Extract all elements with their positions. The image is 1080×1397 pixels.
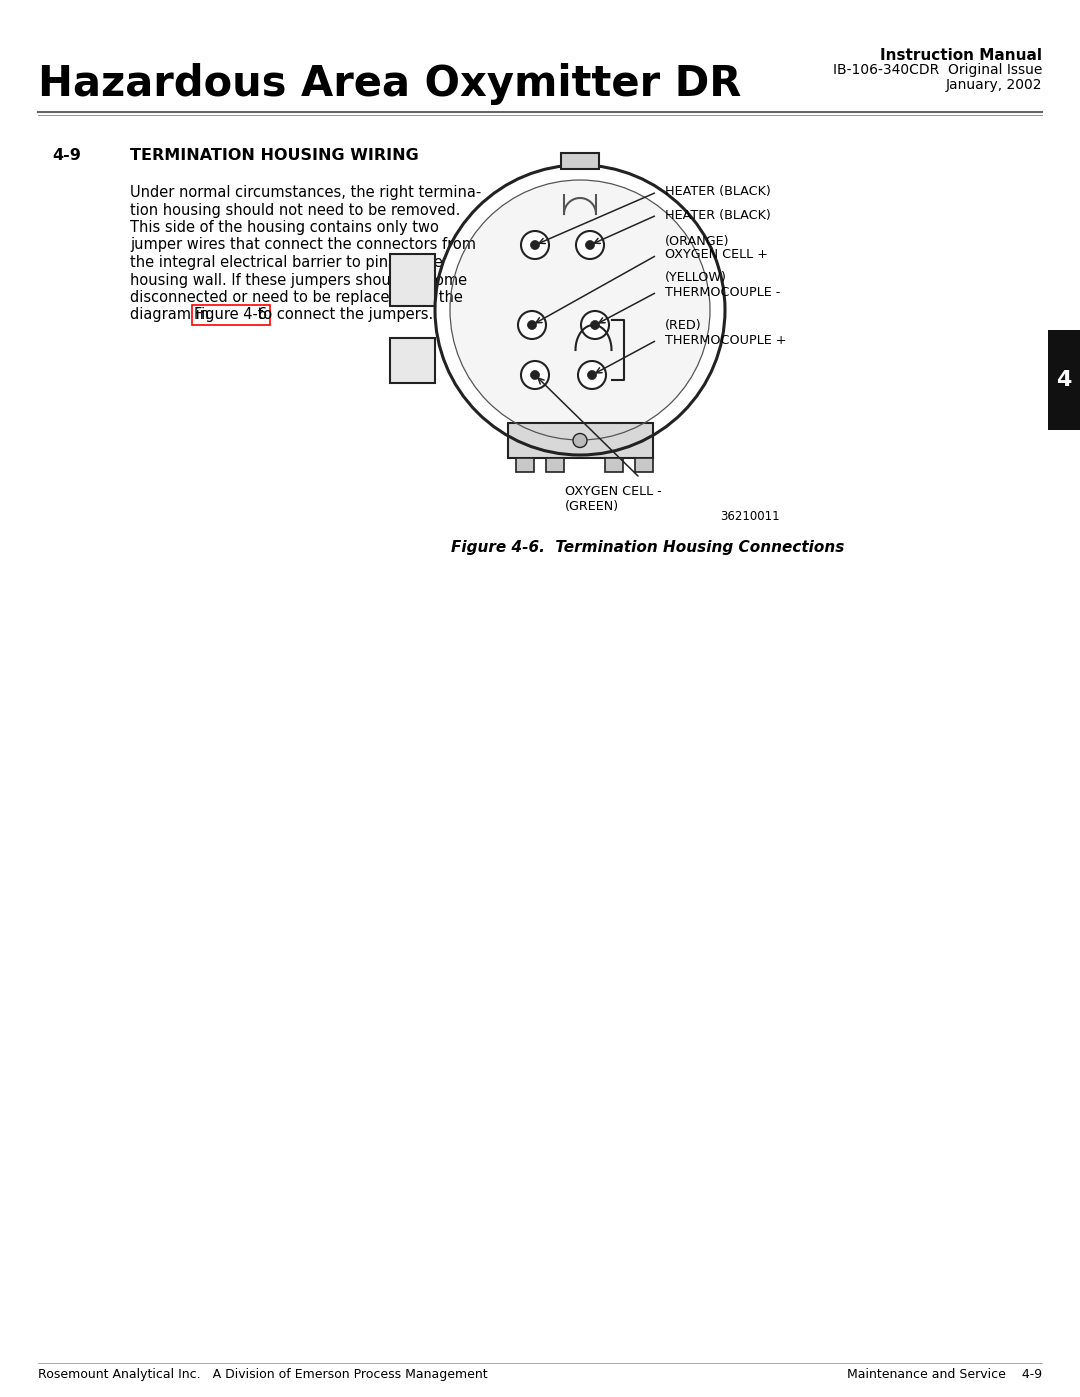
Text: Rosemount Analytical Inc.   A Division of Emerson Process Management: Rosemount Analytical Inc. A Division of … — [38, 1368, 488, 1382]
Text: diagram in: diagram in — [130, 307, 214, 323]
Circle shape — [518, 312, 546, 339]
Bar — [508, 423, 652, 458]
Text: 4-9: 4-9 — [52, 148, 81, 163]
Text: jumper wires that connect the connectors from: jumper wires that connect the connectors… — [130, 237, 476, 253]
Text: Maintenance and Service    4-9: Maintenance and Service 4-9 — [847, 1368, 1042, 1382]
Circle shape — [578, 360, 606, 388]
Circle shape — [581, 312, 609, 339]
Text: THERMOCOUPLE -: THERMOCOUPLE - — [665, 285, 781, 299]
Text: THERMOCOUPLE +: THERMOCOUPLE + — [665, 334, 786, 346]
Circle shape — [530, 370, 540, 380]
Bar — [390, 338, 435, 383]
Circle shape — [573, 433, 588, 447]
Text: to connect the jumpers.: to connect the jumpers. — [253, 307, 433, 323]
Text: IB-106-340CDR  Original Issue: IB-106-340CDR Original Issue — [833, 63, 1042, 77]
Bar — [635, 458, 652, 472]
Circle shape — [527, 320, 537, 330]
Text: Hazardous Area Oxymitter DR: Hazardous Area Oxymitter DR — [38, 63, 741, 105]
Text: HEATER (BLACK): HEATER (BLACK) — [665, 208, 771, 222]
Text: (ORANGE): (ORANGE) — [665, 235, 729, 247]
Text: HEATER (BLACK): HEATER (BLACK) — [665, 186, 771, 198]
Text: (RED): (RED) — [665, 320, 702, 332]
Text: disconnected or need to be replaced, use the: disconnected or need to be replaced, use… — [130, 291, 463, 305]
Bar — [390, 254, 435, 306]
Text: the integral electrical barrier to pins in the: the integral electrical barrier to pins … — [130, 256, 443, 270]
Bar — [561, 154, 599, 169]
Text: This side of the housing contains only two: This side of the housing contains only t… — [130, 219, 438, 235]
Bar — [515, 458, 534, 472]
Bar — [605, 458, 622, 472]
Text: Under normal circumstances, the right termina-: Under normal circumstances, the right te… — [130, 184, 482, 200]
Text: (YELLOW): (YELLOW) — [665, 271, 727, 285]
Text: TERMINATION HOUSING WIRING: TERMINATION HOUSING WIRING — [130, 148, 419, 163]
Circle shape — [521, 231, 549, 258]
Text: tion housing should not need to be removed.: tion housing should not need to be remov… — [130, 203, 460, 218]
Text: OXYGEN CELL +: OXYGEN CELL + — [665, 249, 768, 261]
Circle shape — [591, 320, 599, 330]
Circle shape — [521, 360, 549, 388]
Bar — [1048, 330, 1080, 430]
Circle shape — [530, 240, 540, 250]
Text: 36210011: 36210011 — [720, 510, 780, 522]
Circle shape — [585, 240, 594, 250]
Text: (GREEN): (GREEN) — [565, 500, 619, 513]
Text: housing wall. If these jumpers should become: housing wall. If these jumpers should be… — [130, 272, 468, 288]
Bar — [545, 458, 564, 472]
Text: Figure 4-6: Figure 4-6 — [194, 307, 268, 323]
Text: Instruction Manual: Instruction Manual — [880, 47, 1042, 63]
Text: OXYGEN CELL -: OXYGEN CELL - — [565, 485, 662, 497]
Circle shape — [588, 370, 596, 380]
Text: 4: 4 — [1056, 370, 1071, 390]
Text: January, 2002: January, 2002 — [945, 78, 1042, 92]
Circle shape — [576, 231, 604, 258]
Text: Figure 4-6.  Termination Housing Connections: Figure 4-6. Termination Housing Connecti… — [450, 541, 845, 555]
Circle shape — [450, 180, 710, 440]
